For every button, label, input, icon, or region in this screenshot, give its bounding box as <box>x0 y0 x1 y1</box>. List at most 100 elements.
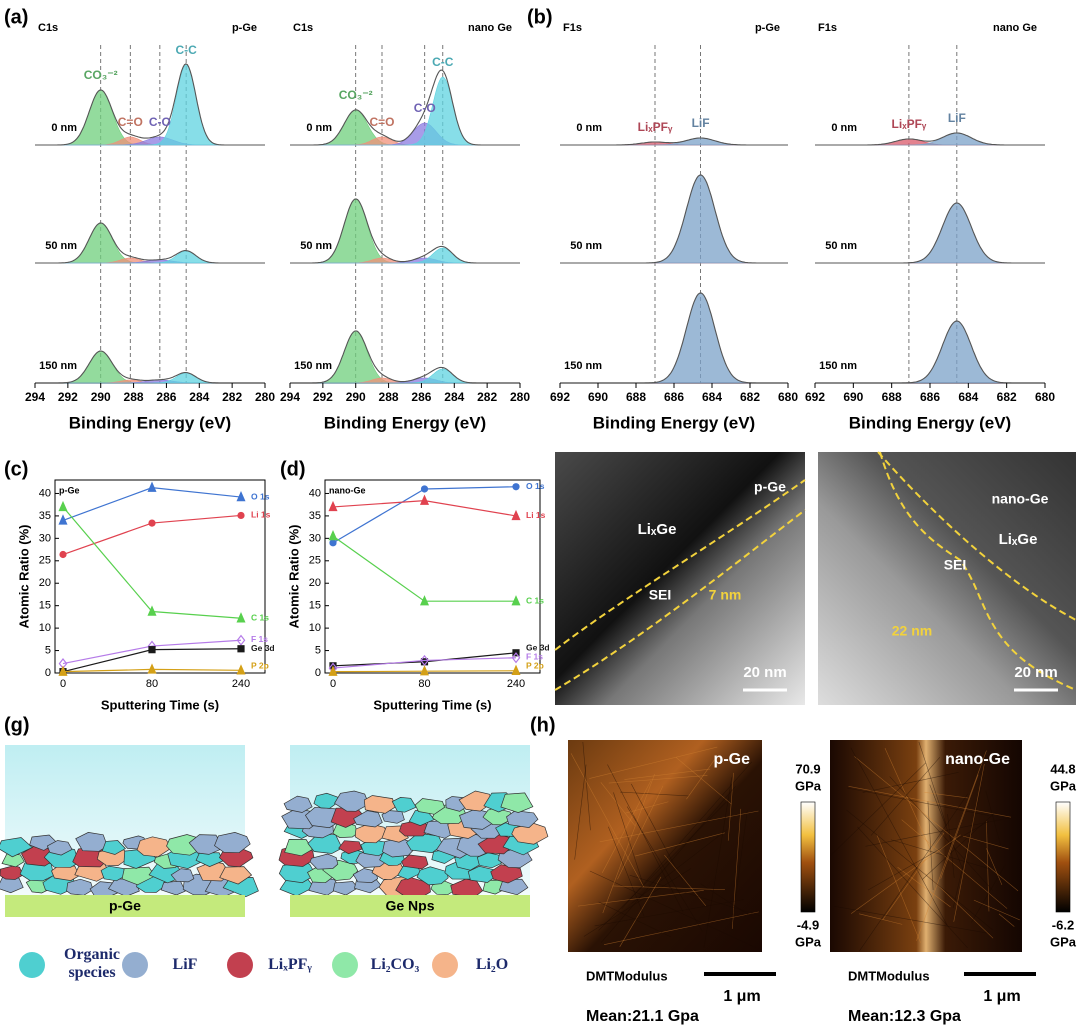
peak-component <box>290 76 520 146</box>
tem-layer: SEI <box>649 587 672 603</box>
spectrum-sample: nano Ge <box>993 22 1037 34</box>
plot-frame <box>324 479 541 674</box>
interface-line <box>554 479 806 691</box>
marker <box>148 646 156 654</box>
spectrum-title: C1s <box>293 22 313 34</box>
particle <box>0 865 24 880</box>
y-tick-label: 0 <box>315 667 321 679</box>
texture <box>862 772 959 793</box>
particle <box>101 840 126 855</box>
colorbar-unit: GPa <box>795 778 822 793</box>
afm-image <box>568 740 762 952</box>
particle <box>283 795 313 813</box>
series-label: C 1s <box>251 612 269 622</box>
texture <box>971 864 1006 923</box>
y-tick-label: 20 <box>39 577 51 589</box>
texture <box>889 776 993 891</box>
texture <box>882 832 945 920</box>
depth-label: 0 nm <box>576 122 602 134</box>
y-tick-label: 20 <box>309 577 321 589</box>
marker <box>420 658 429 666</box>
marker <box>512 483 520 491</box>
particle <box>170 868 195 883</box>
tem-thickness: 22 nm <box>892 623 932 639</box>
x-tick-label: 0 <box>60 678 66 690</box>
peak-component <box>290 198 520 264</box>
series-label: Li 1s <box>526 510 546 520</box>
x-tick-label: 692 <box>805 390 825 404</box>
particle <box>308 878 340 896</box>
x-tick-label: 682 <box>997 390 1017 404</box>
depth-label: 0 nm <box>51 122 77 134</box>
depth-label: 50 nm <box>825 240 857 252</box>
particle <box>1 853 25 868</box>
legend-swatch <box>332 952 358 978</box>
texture <box>986 848 1003 886</box>
texture <box>599 810 759 843</box>
peak-label: C=O <box>369 115 394 129</box>
texture <box>929 784 965 873</box>
x-tick-label: 680 <box>1035 390 1055 404</box>
x-tick-label: 688 <box>882 390 902 404</box>
y-tick-label: 10 <box>309 622 321 634</box>
marker <box>148 519 156 527</box>
marker <box>420 485 429 493</box>
particle <box>100 865 127 882</box>
marker <box>420 654 429 667</box>
panel-label: (a) <box>4 6 28 28</box>
series-label: Ge 3d <box>526 642 550 652</box>
texture <box>901 819 1008 909</box>
peak-label: LiF <box>692 116 710 130</box>
x-axis-title: Sputtering Time (s) <box>101 697 219 712</box>
particle <box>284 839 313 857</box>
texture <box>947 814 955 879</box>
legend-swatch <box>122 952 148 978</box>
afm-sample: p-Ge <box>714 751 751 768</box>
x-tick-label: 0 <box>330 678 336 690</box>
colorbar-min: -6.2 <box>1052 917 1074 932</box>
texture <box>890 839 992 870</box>
x-tick-label: 80 <box>146 678 158 690</box>
x-tick-label: 690 <box>588 390 608 404</box>
texture <box>675 757 732 805</box>
marker <box>58 665 68 676</box>
colorbar-max: 44.8 <box>1050 761 1075 776</box>
x-tick-label: 292 <box>313 390 333 404</box>
peak-label: CO₃⁻² <box>84 68 118 82</box>
x-tick-label: 684 <box>702 390 722 404</box>
envelope <box>815 202 1045 264</box>
peak-component <box>815 202 1045 264</box>
spectrum-sample: p-Ge <box>755 22 780 34</box>
depth-label: 150 nm <box>39 360 77 372</box>
particle <box>338 840 363 855</box>
legend-swatch <box>19 952 45 978</box>
panel-label: (h) <box>530 714 556 736</box>
particle <box>354 823 389 844</box>
particle <box>490 864 523 884</box>
marker <box>328 500 338 512</box>
envelope <box>560 137 788 146</box>
chart-title: p-Ge <box>59 485 80 495</box>
texture <box>589 870 756 948</box>
x-tick-label: 284 <box>444 390 464 404</box>
texture <box>589 746 718 779</box>
marker <box>59 550 67 559</box>
texture <box>600 786 736 943</box>
texture <box>602 773 655 914</box>
colorbar-min: -4.9 <box>797 917 819 932</box>
texture <box>850 834 961 914</box>
texture <box>629 874 760 917</box>
colorbar-unit: GPa <box>795 934 822 949</box>
peak-label: C=O <box>118 115 143 129</box>
peak-label: C-O <box>414 101 436 115</box>
afm-image <box>830 740 1022 952</box>
tem-sample: p-Ge <box>754 479 786 495</box>
tem-thickness: 7 nm <box>709 587 742 603</box>
substrate-label: p-Ge <box>109 898 141 914</box>
texture <box>985 790 1002 846</box>
texture <box>924 791 968 799</box>
x-tick-label: 686 <box>664 390 684 404</box>
spectrum-title: F1s <box>563 22 582 34</box>
texture <box>700 883 755 919</box>
